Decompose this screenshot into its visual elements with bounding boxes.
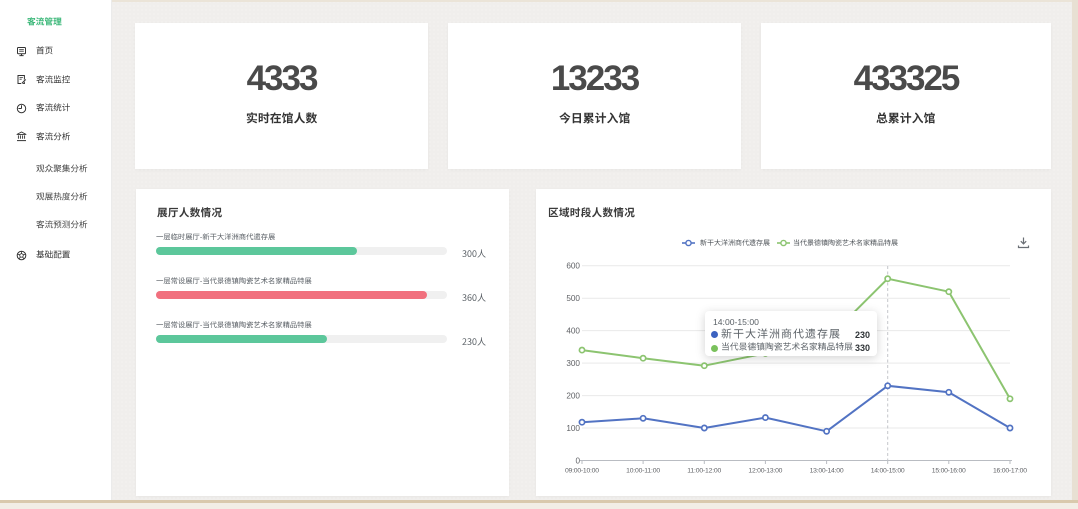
svg-text:600: 600 [566, 262, 580, 271]
svg-text:13:00-14:00: 13:00-14:00 [810, 468, 844, 475]
svg-text:400: 400 [566, 326, 580, 335]
svg-text:14:00-15:00: 14:00-15:00 [871, 468, 905, 475]
svg-text:200: 200 [566, 391, 580, 400]
svg-text:10:00-11:00: 10:00-11:00 [626, 468, 660, 475]
svg-text:100: 100 [566, 424, 580, 433]
svg-text:11:00-12:00: 11:00-12:00 [687, 468, 721, 475]
svg-text:16:00-17:00: 16:00-17:00 [993, 468, 1027, 475]
svg-text:300: 300 [566, 359, 580, 368]
svg-text:15:00-16:00: 15:00-16:00 [932, 468, 966, 475]
svg-text:0: 0 [575, 456, 580, 465]
svg-text:09:00-10:00: 09:00-10:00 [565, 468, 599, 475]
svg-text:500: 500 [566, 294, 580, 303]
svg-text:12:00-13:00: 12:00-13:00 [748, 468, 782, 475]
